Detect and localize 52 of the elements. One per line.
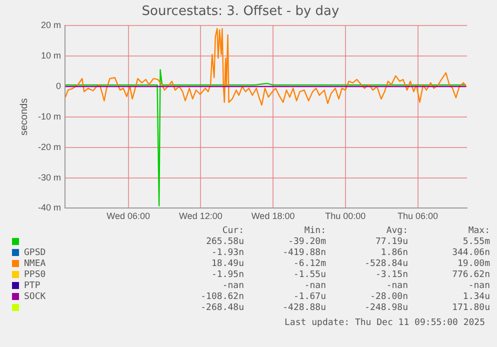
y-tick-label: 20 m <box>40 20 62 30</box>
legend-label: NMEA <box>23 259 47 270</box>
x-tick-label: Thu 00:00 <box>325 211 366 222</box>
text: -1.55u <box>292 270 326 281</box>
text: 19.00m <box>456 259 490 270</box>
text: -nan <box>385 281 408 292</box>
x-tick-label: Wed 06:00 <box>106 211 150 222</box>
y-axis-title: seconds <box>18 98 30 136</box>
x-tick-label: Wed 18:00 <box>251 211 295 222</box>
text: -1.95n <box>210 270 244 281</box>
text: -1.93n <box>210 248 244 259</box>
y-tick-label: 0 <box>56 80 62 91</box>
y-tick-label: 10 m <box>40 50 62 61</box>
text: 77.19u <box>374 237 408 248</box>
y-tick-label: -30 m <box>38 172 62 182</box>
text: -nan <box>221 281 244 292</box>
text: Cur: <box>221 226 244 237</box>
chart-title: Sourcestats: 3. Offset - by day <box>142 4 340 20</box>
text: -268.48u <box>200 303 244 314</box>
text: 776.62n <box>451 270 490 281</box>
text: 18.49u <box>210 259 244 270</box>
x-tick-label: Thu 06:00 <box>397 211 438 222</box>
text: -28.00n <box>369 292 408 303</box>
legend-label: GPSD <box>23 248 47 259</box>
text: 1.34u <box>462 292 490 303</box>
legend-label: PTP <box>23 281 42 292</box>
text: -1.67u <box>292 292 326 303</box>
text: 265.58u <box>205 237 244 248</box>
y-tick-label: -40 m <box>38 202 62 213</box>
text: -6.12m <box>292 259 326 270</box>
text: -428.88u <box>282 303 326 314</box>
legend-label: SOCK <box>23 292 47 303</box>
text: 5.55m <box>462 237 490 248</box>
text: -108.62n <box>200 292 244 303</box>
text: 344.06n <box>451 248 490 259</box>
text: -248.98u <box>364 303 408 314</box>
text: -nan <box>303 281 326 292</box>
text: -419.88n <box>282 248 326 259</box>
text: Min: <box>303 226 326 237</box>
text: -39.20m <box>287 237 326 248</box>
y-tick-label: -10 m <box>38 111 62 122</box>
text: 1.86n <box>380 248 408 259</box>
x-tick-label: Wed 12:00 <box>178 211 222 222</box>
text: Avg: <box>385 226 408 237</box>
text: -528.84u <box>364 259 408 270</box>
text: Max: <box>467 226 490 237</box>
text: -nan <box>467 281 490 292</box>
y-tick-label: -20 m <box>38 142 62 152</box>
text: Last update: Thu Dec 11 09:55:00 2025 <box>284 318 485 328</box>
legend-label: PPS0 <box>23 270 47 281</box>
text: -3.15n <box>374 270 408 281</box>
text: 171.80u <box>451 303 490 314</box>
